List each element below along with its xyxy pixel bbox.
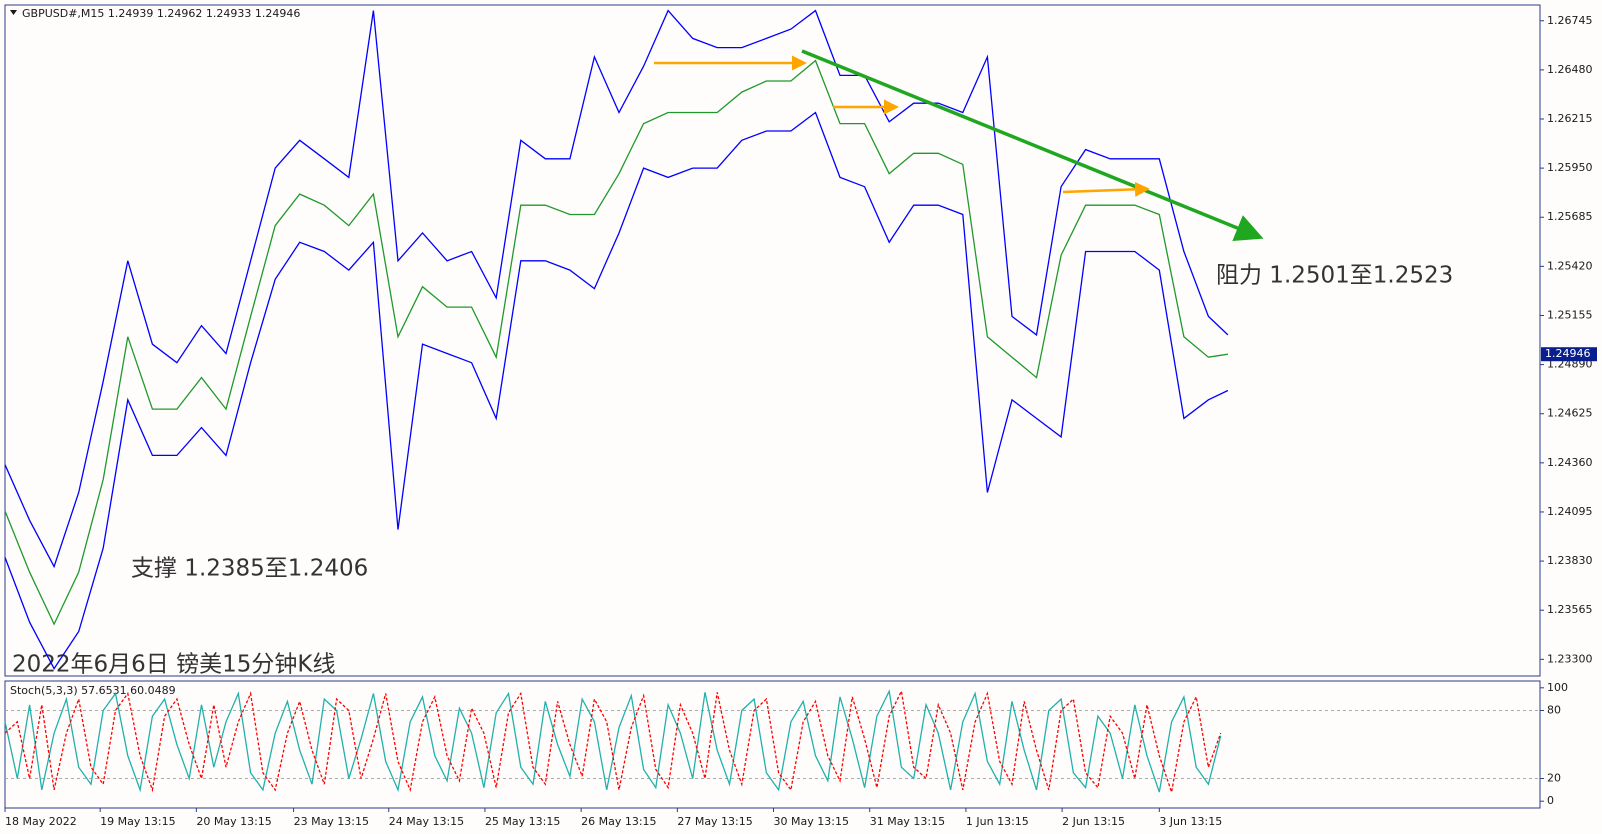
x-tick-label: 3 Jun 13:15	[1159, 815, 1222, 828]
resistance-note: 阻力 1.2501至1.2523	[1216, 263, 1453, 289]
x-tick-label: 25 May 13:15	[485, 815, 560, 828]
series-line	[4, 111, 1229, 670]
y-tick-label: 1.25420	[1547, 259, 1593, 272]
y-tick-label: 1.24360	[1547, 456, 1593, 469]
stoch-panel	[4, 680, 1541, 809]
x-tick-label: 26 May 13:15	[581, 815, 656, 828]
x-tick-label: 2 Jun 13:15	[1062, 815, 1125, 828]
support-note: 支撑 1.2385至1.2406	[131, 556, 368, 582]
y-tick-label: 1.23300	[1547, 652, 1593, 665]
y-tick-label: 1.25155	[1547, 308, 1593, 321]
series-line	[4, 9, 1229, 569]
y-tick-label: 1.25685	[1547, 210, 1593, 223]
chart-caption: 2022年6月6日 镑美15分钟K线	[12, 652, 335, 678]
y-tick-label: 1.23830	[1547, 554, 1593, 567]
price-tag-label: 1.24946	[1545, 347, 1591, 360]
x-tick-label: 27 May 13:15	[677, 815, 752, 828]
y-tick-label: 1.26480	[1547, 63, 1593, 76]
x-tick-label: 23 May 13:15	[294, 815, 369, 828]
x-tick-label: 19 May 13:15	[100, 815, 175, 828]
y-tick-label: 0	[1547, 794, 1554, 807]
x-tick-label: 18 May 2022	[5, 815, 77, 828]
main-panel	[4, 4, 1541, 677]
y-tick-label: 1.23565	[1547, 603, 1593, 616]
x-tick-label: 20 May 13:15	[196, 815, 271, 828]
y-tick-label: 100	[1547, 681, 1568, 694]
y-tick-label: 1.26215	[1547, 112, 1593, 125]
x-tick-label: 1 Jun 13:15	[966, 815, 1029, 828]
y-tick-label: 1.24095	[1547, 505, 1593, 518]
symbol-header: GBPUSD#,M15 1.24939 1.24962 1.24933 1.24…	[22, 7, 300, 20]
plot-marks: 1.26745 1.26480 1.26215 1.25950 1.25685 1.254…	[4, 9, 1597, 828]
y-tick-label: 80	[1547, 703, 1561, 716]
series-line	[4, 689, 1222, 793]
stoch-header: Stoch(5,3,3) 57.6531 60.0489	[10, 684, 176, 697]
series-line	[4, 59, 1228, 626]
x-tick-label: 30 May 13:15	[774, 815, 849, 828]
price-tag	[1541, 347, 1597, 362]
trend-arrow	[801, 49, 1264, 242]
y-tick-label: 1.24625	[1547, 407, 1593, 420]
x-tick-label: 24 May 13:15	[389, 815, 464, 828]
y-tick-label: 1.26745	[1547, 14, 1593, 27]
y-tick-label: 1.25950	[1547, 161, 1593, 174]
y-tick-label: 20	[1547, 772, 1561, 785]
x-tick-label: 31 May 13:15	[870, 815, 945, 828]
level-arrow	[1062, 181, 1150, 197]
menu-triangle	[10, 10, 17, 15]
